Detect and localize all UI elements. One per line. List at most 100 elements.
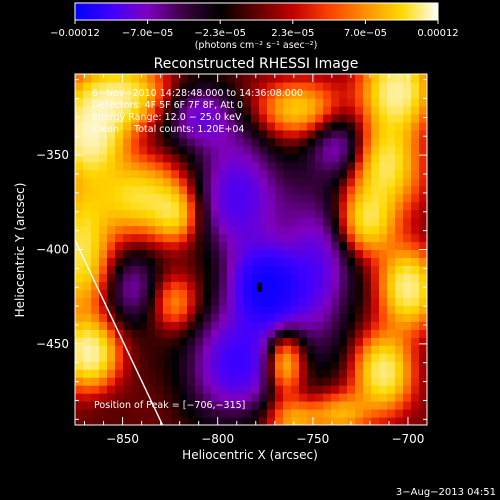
heatmap-cell — [291, 297, 300, 306]
heatmap-cell — [251, 369, 260, 378]
heatmap-cell — [251, 321, 260, 330]
heatmap-cell — [107, 321, 116, 330]
heatmap-cell — [403, 209, 412, 219]
heatmap-cell — [387, 241, 396, 251]
heatmap-cell — [99, 305, 108, 314]
heatmap-cell — [315, 273, 324, 283]
heatmap-cell — [203, 217, 212, 227]
heatmap-cell — [395, 361, 404, 370]
heatmap-cell — [99, 273, 108, 283]
heatmap-cell — [379, 329, 388, 338]
heatmap-cell — [259, 217, 268, 227]
heatmap-cell — [131, 337, 140, 346]
heatmap-cell — [211, 257, 220, 267]
heatmap-cell — [419, 153, 427, 163]
heatmap-cell — [355, 145, 364, 155]
heatmap-cell — [379, 145, 388, 155]
heatmap-cell — [171, 377, 180, 386]
heatmap-cell — [91, 233, 100, 243]
heatmap-cell — [227, 121, 236, 131]
heatmap-cell — [179, 377, 188, 386]
heatmap-cell — [203, 137, 212, 147]
heatmap-cell — [323, 257, 332, 267]
heatmap-cell — [123, 385, 132, 394]
heatmap-cell — [267, 225, 276, 235]
heatmap-cell — [211, 353, 220, 362]
heatmap-cell — [139, 377, 148, 386]
heatmap-cell — [163, 201, 172, 211]
heatmap-cell — [283, 209, 292, 219]
heatmap-cell — [91, 129, 100, 139]
heatmap-cell — [235, 409, 244, 418]
heatmap-cell — [123, 409, 132, 418]
heatmap-cell — [259, 369, 268, 378]
heatmap-cell — [291, 345, 300, 354]
heatmap-cell — [227, 393, 236, 402]
heatmap-cell — [99, 385, 108, 394]
heatmap-cell — [251, 177, 260, 187]
heatmap-cell — [235, 97, 244, 107]
heatmap-cell — [107, 193, 116, 203]
heatmap-cell — [139, 105, 148, 115]
heatmap-cell — [99, 321, 108, 330]
heatmap-cell — [387, 201, 396, 211]
heatmap-cell — [363, 265, 372, 275]
heatmap-cell — [371, 153, 380, 163]
date-stamp: 3−Aug−2013 04:51 — [396, 487, 496, 498]
heatmap-cell — [395, 401, 404, 410]
heatmap-cell — [307, 409, 316, 418]
heatmap-cell — [163, 153, 172, 163]
heatmap-cell — [379, 369, 388, 378]
heatmap-cell — [395, 105, 404, 115]
heatmap-cell — [235, 313, 244, 322]
heatmap-cell — [179, 177, 188, 187]
heatmap-cell — [387, 193, 396, 203]
heatmap-cell — [99, 393, 108, 402]
heatmap-cell — [139, 385, 148, 394]
heatmap-cell — [155, 353, 164, 362]
heatmap-cell — [291, 401, 300, 410]
heatmap-cell — [243, 297, 252, 306]
heatmap-cell — [203, 161, 212, 171]
heatmap-cell — [123, 153, 132, 163]
heatmap-cell — [419, 145, 427, 155]
heatmap-cell — [371, 97, 380, 107]
heatmap-cell — [203, 401, 212, 410]
heatmap-cell — [195, 329, 204, 338]
heatmap-cell — [83, 153, 92, 163]
heatmap-cell — [243, 161, 252, 171]
heatmap-cell — [299, 241, 308, 251]
heatmap-cell — [227, 273, 236, 283]
heatmap-cell — [347, 113, 356, 123]
heatmap-cell — [371, 145, 380, 155]
heatmap-cell — [107, 377, 116, 386]
heatmap-cell — [219, 305, 228, 314]
heatmap-cell — [195, 249, 204, 259]
heatmap-cell — [147, 209, 156, 219]
heatmap-cell — [123, 257, 132, 267]
heatmap-cell — [267, 353, 276, 362]
heatmap-cell — [171, 169, 180, 179]
heatmap-cell — [347, 313, 356, 322]
heatmap-cell — [387, 321, 396, 330]
heatmap-cell — [163, 409, 172, 418]
heatmap-cell — [267, 273, 276, 283]
heatmap-cell — [235, 385, 244, 394]
heatmap-cell — [299, 137, 308, 147]
x-tick-labels: −850 −800 −750 −700 — [106, 432, 424, 446]
heatmap-cell — [155, 201, 164, 211]
heatmap-cell — [123, 105, 132, 115]
heatmap-cell — [99, 361, 108, 370]
heatmap-cell — [395, 265, 404, 275]
heatmap-cell — [275, 289, 284, 298]
heatmap-cell — [147, 249, 156, 259]
heatmap-cell — [411, 137, 420, 147]
heatmap-cell — [123, 313, 132, 322]
heatmap-cell — [363, 145, 372, 155]
heatmap-cell — [283, 273, 292, 283]
heatmap-cell — [235, 153, 244, 163]
heatmap-cell — [283, 89, 292, 99]
heatmap-cell — [275, 89, 284, 99]
heatmap-cell — [211, 385, 220, 394]
heatmap-cell — [83, 249, 92, 259]
